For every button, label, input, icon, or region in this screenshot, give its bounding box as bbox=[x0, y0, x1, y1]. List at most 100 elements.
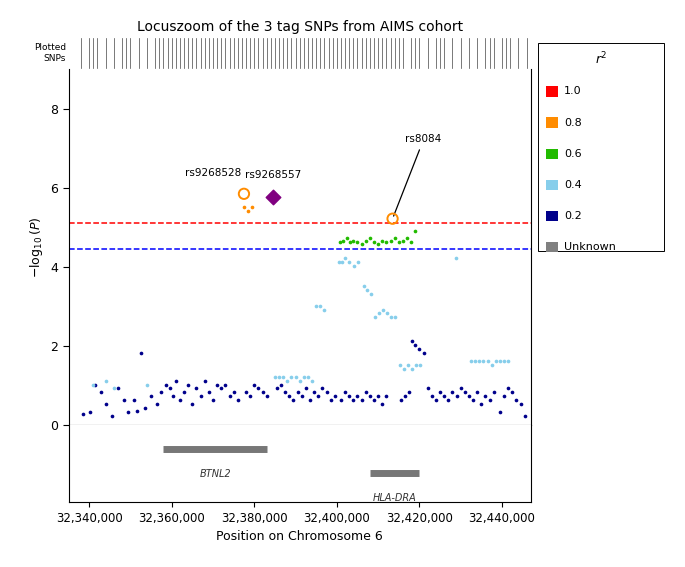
Point bbox=[95, 388, 106, 397]
Point bbox=[344, 392, 355, 401]
Point bbox=[377, 305, 388, 314]
Point bbox=[131, 407, 142, 416]
Point bbox=[486, 360, 497, 369]
Point bbox=[305, 396, 316, 405]
Point bbox=[232, 396, 243, 405]
Point bbox=[381, 238, 392, 247]
Text: rs8084: rs8084 bbox=[394, 134, 442, 216]
Point bbox=[100, 376, 111, 385]
Point bbox=[212, 380, 223, 389]
Point bbox=[290, 372, 301, 381]
Point bbox=[238, 202, 249, 211]
Point bbox=[247, 202, 258, 211]
Point bbox=[490, 356, 501, 365]
Point bbox=[369, 238, 379, 247]
Point bbox=[164, 384, 175, 393]
Point bbox=[271, 384, 282, 393]
Point bbox=[329, 392, 340, 401]
Point bbox=[344, 257, 355, 266]
Point bbox=[495, 356, 506, 365]
Point bbox=[377, 400, 388, 409]
Point bbox=[447, 388, 458, 397]
Point bbox=[365, 289, 376, 298]
Point bbox=[171, 376, 182, 385]
Point bbox=[325, 396, 336, 405]
Point bbox=[484, 396, 495, 405]
Point bbox=[269, 372, 280, 381]
Point bbox=[503, 356, 514, 365]
Point bbox=[108, 384, 119, 393]
Point bbox=[228, 388, 239, 397]
Point bbox=[267, 192, 278, 201]
Text: rs9268528: rs9268528 bbox=[185, 168, 241, 178]
Y-axis label: $-\log_{10}(P)$: $-\log_{10}(P)$ bbox=[27, 217, 45, 278]
Point bbox=[279, 388, 290, 397]
Text: BTNL2: BTNL2 bbox=[199, 469, 231, 480]
Point bbox=[414, 360, 425, 369]
Point bbox=[373, 392, 384, 401]
Point bbox=[345, 238, 356, 247]
Point bbox=[77, 409, 88, 418]
Point bbox=[356, 239, 367, 248]
Text: 0.4: 0.4 bbox=[564, 180, 582, 190]
Point bbox=[470, 356, 481, 365]
Text: $r^2$: $r^2$ bbox=[595, 51, 608, 67]
Point bbox=[275, 380, 286, 389]
Point bbox=[369, 396, 379, 405]
Point bbox=[160, 380, 171, 389]
Point bbox=[460, 388, 471, 397]
Point bbox=[142, 380, 153, 389]
Point bbox=[511, 396, 522, 405]
Point bbox=[261, 392, 272, 401]
Point bbox=[292, 388, 303, 397]
Point bbox=[220, 380, 231, 389]
Point bbox=[393, 238, 404, 247]
Point bbox=[390, 313, 401, 322]
Point bbox=[434, 388, 445, 397]
Point bbox=[507, 388, 518, 397]
Point bbox=[284, 392, 295, 401]
Point bbox=[286, 372, 297, 381]
Point bbox=[311, 301, 322, 310]
Text: 0.2: 0.2 bbox=[564, 211, 582, 221]
Point bbox=[199, 376, 210, 385]
Point bbox=[464, 392, 475, 401]
Point bbox=[478, 356, 489, 365]
Point bbox=[406, 238, 416, 247]
Point bbox=[414, 344, 425, 353]
Text: HLA-DRA: HLA-DRA bbox=[373, 493, 416, 502]
Point bbox=[342, 234, 353, 243]
Point bbox=[406, 364, 417, 373]
Point bbox=[203, 388, 214, 397]
Text: 0.6: 0.6 bbox=[564, 149, 582, 159]
Point bbox=[152, 400, 163, 409]
Point bbox=[340, 388, 351, 397]
Point bbox=[297, 392, 308, 401]
Text: Plotted
SNPs: Plotted SNPs bbox=[34, 44, 66, 63]
Point bbox=[352, 392, 363, 401]
Point bbox=[301, 384, 312, 393]
Point bbox=[112, 384, 123, 393]
Point bbox=[474, 356, 485, 365]
Point bbox=[364, 392, 375, 401]
Point bbox=[156, 388, 167, 397]
Point bbox=[348, 396, 359, 405]
Point bbox=[295, 376, 306, 385]
Point bbox=[356, 396, 367, 405]
Point bbox=[335, 238, 346, 247]
Point bbox=[340, 253, 351, 263]
Point bbox=[307, 376, 318, 385]
Point bbox=[410, 360, 421, 369]
Title: Locuszoom of the 3 tag SNPs from AIMS cohort: Locuszoom of the 3 tag SNPs from AIMS co… bbox=[136, 20, 463, 34]
Point bbox=[303, 372, 314, 381]
Point bbox=[386, 313, 397, 322]
Point bbox=[466, 356, 477, 365]
Point bbox=[382, 309, 393, 318]
Point bbox=[353, 257, 364, 266]
Point bbox=[387, 214, 398, 223]
Point bbox=[249, 380, 260, 389]
Point bbox=[334, 257, 345, 266]
Point bbox=[410, 341, 421, 350]
Point bbox=[426, 392, 437, 401]
Point bbox=[208, 396, 219, 405]
